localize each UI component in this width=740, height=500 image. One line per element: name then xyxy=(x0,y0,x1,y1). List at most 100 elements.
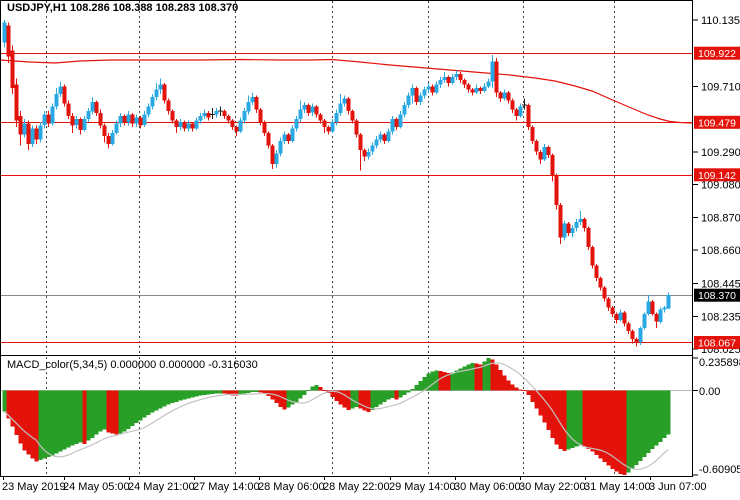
macd-histogram-bar xyxy=(462,366,467,391)
candle-body xyxy=(638,328,643,342)
macd-histogram-bar xyxy=(158,390,163,409)
macd-histogram-bar xyxy=(482,361,487,391)
candle-body xyxy=(570,228,575,233)
macd-histogram-bar xyxy=(386,390,391,400)
macd-histogram-bar xyxy=(242,390,247,394)
macd-histogram-bar xyxy=(130,390,135,426)
candle-body xyxy=(662,307,667,310)
macd-histogram-bar xyxy=(650,390,655,450)
price-tick-label: 108.445 xyxy=(701,279,740,291)
candle-body xyxy=(114,123,119,134)
candle-body xyxy=(582,218,587,229)
macd-histogram-bar xyxy=(30,390,35,459)
candle-body xyxy=(378,134,383,140)
candle-body xyxy=(6,25,11,57)
candle-body xyxy=(258,109,263,123)
macd-histogram-bar xyxy=(566,390,571,450)
candle-body xyxy=(602,287,607,299)
macd-histogram-bar xyxy=(470,363,475,391)
macd-histogram-bar xyxy=(86,390,91,441)
candle-body xyxy=(302,105,307,110)
macd-histogram-bar xyxy=(178,390,183,401)
macd-histogram-bar xyxy=(658,390,663,442)
macd-histogram-bar xyxy=(362,390,367,411)
macd-histogram-bar xyxy=(50,390,55,456)
candle-body xyxy=(270,145,275,165)
candle-body xyxy=(266,133,271,146)
macd-histogram-bar xyxy=(642,390,647,457)
price-tick-label: 109.080 xyxy=(701,180,740,192)
macd-histogram-bar xyxy=(334,390,339,402)
macd-histogram-bar xyxy=(78,390,83,443)
macd-histogram-bar xyxy=(534,390,539,409)
candle-body xyxy=(278,140,283,154)
candle-body xyxy=(562,223,567,238)
candle-body xyxy=(450,76,455,84)
candle-body xyxy=(442,76,447,80)
candle-body xyxy=(386,131,391,141)
candle-body xyxy=(434,84,439,93)
candle-body xyxy=(402,105,407,115)
macd-histogram-bar xyxy=(118,390,123,434)
candle-body xyxy=(42,114,47,126)
candle-body xyxy=(174,120,179,127)
macd-histogram-bar xyxy=(634,390,639,466)
candle-body xyxy=(166,100,171,112)
candle-body xyxy=(198,115,203,121)
macd-histogram-bar xyxy=(574,390,579,447)
time-tick-label: 27 May 14:00 xyxy=(193,481,260,493)
candle-body xyxy=(514,109,519,116)
macd-histogram-bar xyxy=(82,390,87,444)
price-badge xyxy=(694,46,740,60)
macd-histogram-bar xyxy=(134,390,139,424)
candle-body xyxy=(62,86,67,104)
macd-histogram-bar xyxy=(290,390,295,405)
macd-histogram-bar xyxy=(630,390,635,469)
candle-body xyxy=(178,122,183,127)
candle-body xyxy=(74,119,79,126)
macd-histogram-bar xyxy=(510,384,515,391)
candle-body xyxy=(186,123,191,129)
macd-histogram-bar xyxy=(330,390,335,397)
candle-body xyxy=(50,106,55,124)
macd-histogram-bar xyxy=(282,390,287,410)
macd-histogram-bar xyxy=(394,390,399,400)
candle-body xyxy=(414,87,419,102)
candle-body xyxy=(314,106,319,115)
macd-histogram-bar xyxy=(486,358,491,391)
macd-histogram-bar xyxy=(666,390,671,435)
candle-body xyxy=(142,114,147,126)
time-tick-label: 30 May 22:00 xyxy=(519,481,586,493)
candle-body xyxy=(526,105,531,127)
candle-body xyxy=(2,22,7,43)
candle-body xyxy=(642,313,647,328)
macd-histogram-bar xyxy=(10,390,15,427)
macd-histogram-bar xyxy=(202,390,207,395)
macd-histogram-bar xyxy=(66,390,71,448)
candle-body xyxy=(170,111,175,121)
macd-histogram-bar xyxy=(318,387,323,391)
macd-histogram-bar xyxy=(94,390,99,435)
macd-histogram-bar xyxy=(614,390,619,472)
candle-body xyxy=(354,120,359,135)
candle-body xyxy=(234,126,239,132)
macd-histogram-bar xyxy=(162,390,167,407)
macd-histogram-bar xyxy=(14,390,19,435)
candle-body xyxy=(226,115,231,121)
candle-body xyxy=(334,112,339,123)
macd-histogram-bar xyxy=(126,390,131,429)
candle-body xyxy=(206,112,211,118)
candle-body xyxy=(274,153,279,165)
macd-histogram-bar xyxy=(426,373,431,391)
macd-histogram-bar xyxy=(530,390,535,402)
macd-histogram-bar xyxy=(494,364,499,391)
candle-body xyxy=(542,147,547,160)
macd-histogram-bar xyxy=(154,390,159,411)
macd-histogram-bar xyxy=(38,390,43,460)
macd-histogram-bar xyxy=(626,390,631,473)
macd-histogram-bar xyxy=(518,389,523,391)
macd-histogram-bar xyxy=(150,390,155,413)
candle-body xyxy=(550,154,555,176)
macd-histogram-bar xyxy=(474,363,479,391)
